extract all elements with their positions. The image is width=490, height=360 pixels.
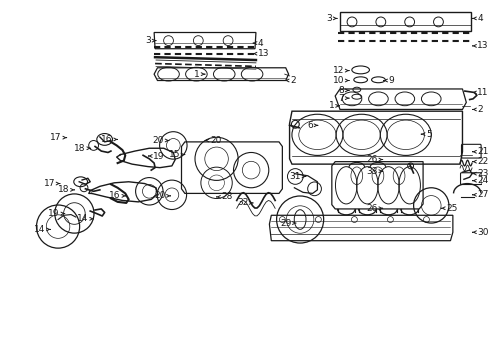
Text: 16: 16 — [101, 135, 113, 144]
Text: 32: 32 — [237, 198, 248, 207]
Text: 31: 31 — [290, 172, 301, 181]
Text: 19: 19 — [49, 209, 60, 218]
Text: 3: 3 — [326, 14, 332, 23]
Text: 17: 17 — [50, 133, 62, 142]
Text: 14: 14 — [77, 214, 89, 223]
Text: 7: 7 — [339, 94, 344, 103]
Text: 20: 20 — [154, 192, 166, 201]
Text: 17: 17 — [44, 179, 55, 188]
Text: 24: 24 — [477, 176, 489, 185]
Text: 4: 4 — [477, 14, 483, 23]
Text: 25: 25 — [446, 204, 458, 213]
Text: 14: 14 — [34, 225, 46, 234]
Text: 18: 18 — [58, 185, 70, 194]
Text: 26: 26 — [367, 204, 378, 213]
Text: 21: 21 — [477, 147, 489, 156]
Text: 3: 3 — [146, 36, 151, 45]
Text: 16: 16 — [109, 192, 121, 201]
Text: 26: 26 — [367, 155, 378, 164]
Text: 27: 27 — [477, 190, 489, 199]
Text: 15: 15 — [169, 150, 180, 159]
Text: 28: 28 — [221, 193, 233, 202]
Text: 1: 1 — [329, 102, 335, 111]
Text: 33: 33 — [367, 167, 378, 176]
Text: 30: 30 — [477, 228, 489, 237]
Text: 2: 2 — [290, 76, 296, 85]
Text: 6: 6 — [307, 121, 313, 130]
Text: 9: 9 — [389, 76, 394, 85]
Text: 13: 13 — [258, 49, 270, 58]
Text: 2: 2 — [477, 105, 483, 114]
Text: 19: 19 — [153, 152, 165, 161]
Text: 22: 22 — [477, 157, 489, 166]
Text: 1: 1 — [195, 69, 200, 78]
Text: 18: 18 — [74, 144, 86, 153]
Text: 10: 10 — [333, 76, 344, 85]
Text: 13: 13 — [477, 41, 489, 50]
Text: 8: 8 — [339, 86, 344, 95]
Text: 12: 12 — [333, 66, 344, 75]
Text: 23: 23 — [477, 169, 489, 178]
Text: 4: 4 — [258, 39, 264, 48]
Text: 20: 20 — [153, 136, 164, 145]
Text: 20: 20 — [210, 136, 221, 145]
Text: 11: 11 — [477, 88, 489, 97]
Text: 5: 5 — [426, 130, 432, 139]
Text: 29: 29 — [280, 219, 292, 228]
